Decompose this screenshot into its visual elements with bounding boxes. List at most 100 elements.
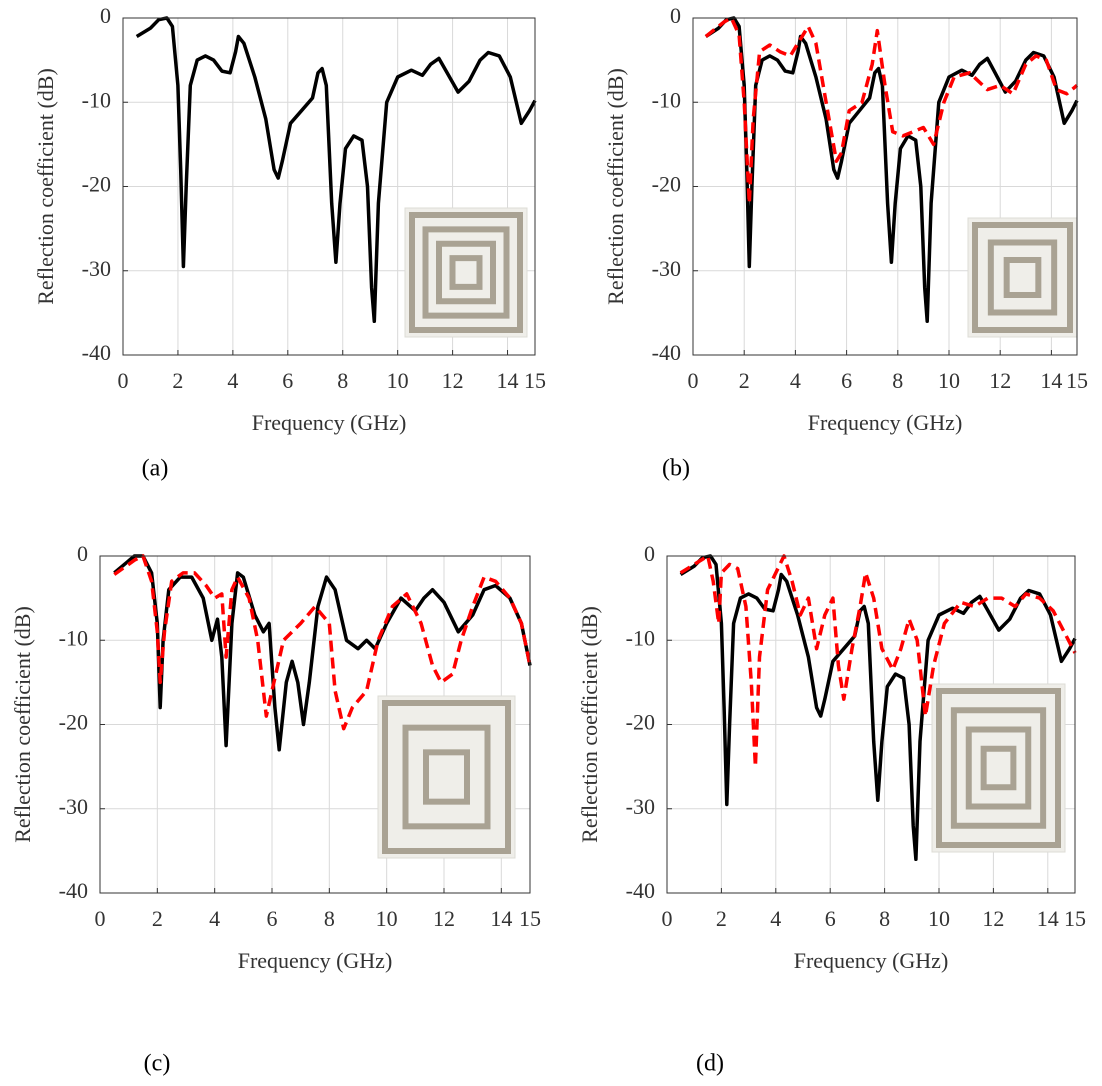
data-line: [113, 554, 532, 731]
data-line: [704, 16, 1079, 324]
inset-ring: [972, 222, 1073, 333]
y-axis-label: Reflection coefficient (dB): [33, 68, 58, 305]
inset-ring: [382, 700, 511, 854]
inset-ring: [423, 749, 470, 805]
x-axis-label: Frequency (GHz): [808, 410, 963, 435]
inset-ring: [980, 745, 1017, 791]
x-tick-label: 4: [209, 906, 220, 931]
x-tick-label: 8: [337, 368, 348, 393]
y-tick-label: 0: [77, 541, 88, 566]
x-tick-label: 0: [118, 368, 129, 393]
y-tick-label: -20: [626, 710, 655, 735]
y-tick-label: -20: [82, 172, 111, 197]
inset-ring: [409, 212, 523, 333]
y-tick-label: -40: [59, 878, 88, 903]
panel-caption: (d): [696, 1051, 724, 1077]
x-tick-label: 12: [442, 368, 464, 393]
x-tick-label: 2: [172, 368, 183, 393]
panel: 0 2 4 6 8 10 12 14 15 -40 -30 -20 -10 0 Frequency (GHz…: [603, 3, 1088, 481]
data-line: [113, 554, 532, 752]
y-tick-label: -10: [626, 625, 655, 650]
y-tick-label: -30: [626, 794, 655, 819]
x-tick-label: 2: [739, 368, 750, 393]
x-tick-label: 10: [376, 906, 398, 931]
y-axis-label: Reflection coefficient (dB): [603, 68, 628, 305]
y-tick-label: -10: [59, 625, 88, 650]
x-axis-label: Frequency (GHz): [794, 948, 949, 973]
x-tick-label: 6: [267, 906, 278, 931]
inset-ring: [950, 707, 1047, 829]
y-tick-label: -30: [82, 256, 111, 281]
x-tick-label: 0: [95, 906, 106, 931]
x-tick-label: 0: [662, 906, 673, 931]
inset-ring: [965, 726, 1032, 810]
panel-caption: (b): [662, 456, 690, 482]
x-tick-label: 6: [841, 368, 852, 393]
data-line: [704, 16, 1079, 206]
y-tick-label: -40: [652, 340, 681, 365]
x-tick-label: 12: [433, 906, 455, 931]
plot-frame: [122, 17, 536, 356]
y-tick-label: -40: [82, 340, 111, 365]
y-tick-label: -30: [59, 794, 88, 819]
panel: 0 2 4 6 8 10 12 14 15 -40 -30 -20 -10 0 Frequency (GHz…: [33, 3, 546, 481]
data-line: [679, 554, 1077, 862]
x-tick-label: 10: [387, 368, 409, 393]
inset-photo: [377, 695, 516, 859]
inset-ring: [987, 239, 1058, 316]
x-tick-label: 6: [282, 368, 293, 393]
y-tick-label: -20: [652, 172, 681, 197]
x-tick-label: 12: [982, 906, 1004, 931]
x-tick-label: 4: [790, 368, 801, 393]
x-tick-label: 8: [324, 906, 335, 931]
x-tick-label: 10: [938, 368, 960, 393]
inset-ring: [402, 724, 491, 830]
y-axis-label: Reflection coefficient (dB): [577, 606, 602, 843]
data-line: [679, 554, 1077, 769]
data-line: [135, 16, 537, 324]
inset-ring: [936, 688, 1061, 848]
x-tick-label: 2: [152, 906, 163, 931]
y-axis-label: Reflection coefficient (dB): [10, 606, 35, 843]
x-tick-label: 8: [892, 368, 903, 393]
x-tick-label: 10: [928, 906, 950, 931]
inset-ring: [1003, 257, 1042, 298]
x-tick-label: 15: [1066, 368, 1088, 393]
panel: 0 2 4 6 8 10 12 14 15 -40 -30 -20 -10 0 Frequency (GHz…: [577, 541, 1086, 1076]
x-tick-label: 4: [770, 906, 781, 931]
y-tick-label: -40: [626, 878, 655, 903]
panel-caption: (c): [144, 1051, 171, 1077]
x-tick-label: 15: [519, 906, 541, 931]
x-tick-label: 8: [879, 906, 890, 931]
y-tick-label: -10: [652, 87, 681, 112]
x-axis-label: Frequency (GHz): [252, 410, 407, 435]
y-tick-label: -20: [59, 710, 88, 735]
x-tick-label: 15: [524, 368, 546, 393]
y-tick-label: 0: [100, 3, 111, 28]
plot-frame: [99, 555, 531, 894]
x-tick-label: 12: [989, 368, 1011, 393]
y-tick-label: 0: [644, 541, 655, 566]
x-tick-label: 2: [716, 906, 727, 931]
x-tick-label: 14: [1040, 368, 1062, 393]
plot-frame: [692, 17, 1078, 356]
inset-photo: [967, 217, 1078, 338]
y-tick-label: -10: [82, 87, 111, 112]
x-tick-label: 14: [1037, 906, 1059, 931]
x-tick-label: 14: [497, 368, 519, 393]
panel: 0 2 4 6 8 10 12 14 15 -40 -30 -20 -10 0 Frequency (GHz…: [10, 541, 541, 1076]
x-axis-label: Frequency (GHz): [238, 948, 393, 973]
x-tick-label: 4: [227, 368, 238, 393]
x-tick-label: 15: [1064, 906, 1086, 931]
x-tick-label: 0: [688, 368, 699, 393]
x-tick-label: 14: [490, 906, 512, 931]
plot-frame: [666, 555, 1076, 894]
x-tick-label: 6: [825, 906, 836, 931]
y-tick-label: -30: [652, 256, 681, 281]
inset-ring: [436, 240, 496, 305]
panel-caption: (a): [142, 456, 169, 482]
y-tick-label: 0: [670, 3, 681, 28]
inset-ring: [449, 255, 483, 290]
inset-ring: [422, 226, 510, 319]
